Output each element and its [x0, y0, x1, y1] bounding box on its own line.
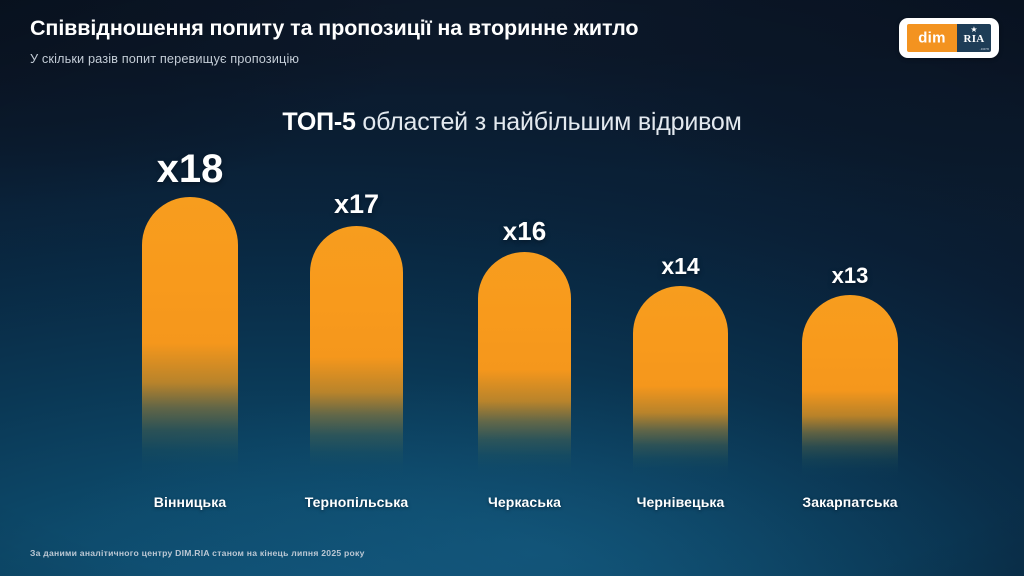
header-block: Співвідношення попиту та пропозиції на в… [30, 16, 639, 66]
logo-dim-text: dim [918, 29, 946, 46]
section-heading-strong: ТОП-5 [282, 108, 356, 136]
logo-dim-block: dim [907, 24, 957, 52]
page-title: Співвідношення попиту та пропозиції на в… [30, 16, 639, 40]
section-heading-light: областей з найбільшим відривом [355, 108, 742, 136]
logo-ria-com: .com [979, 46, 989, 51]
footer-note: За даними аналітичного центру DIM.RIA ст… [30, 548, 365, 558]
logo-ria-block: ★ RIA .com [957, 24, 991, 52]
dim-ria-logo[interactable]: dim ★ RIA .com [899, 18, 999, 58]
logo-inner: dim ★ RIA .com [907, 24, 991, 52]
section-heading: ТОП-5 областей з найбільшим відривом [0, 108, 1024, 137]
star-icon: ★ [970, 25, 978, 34]
logo-ria-text: RIA [963, 32, 985, 45]
page-subtitle: У скільки разів попит перевищує пропозиц… [30, 51, 300, 66]
